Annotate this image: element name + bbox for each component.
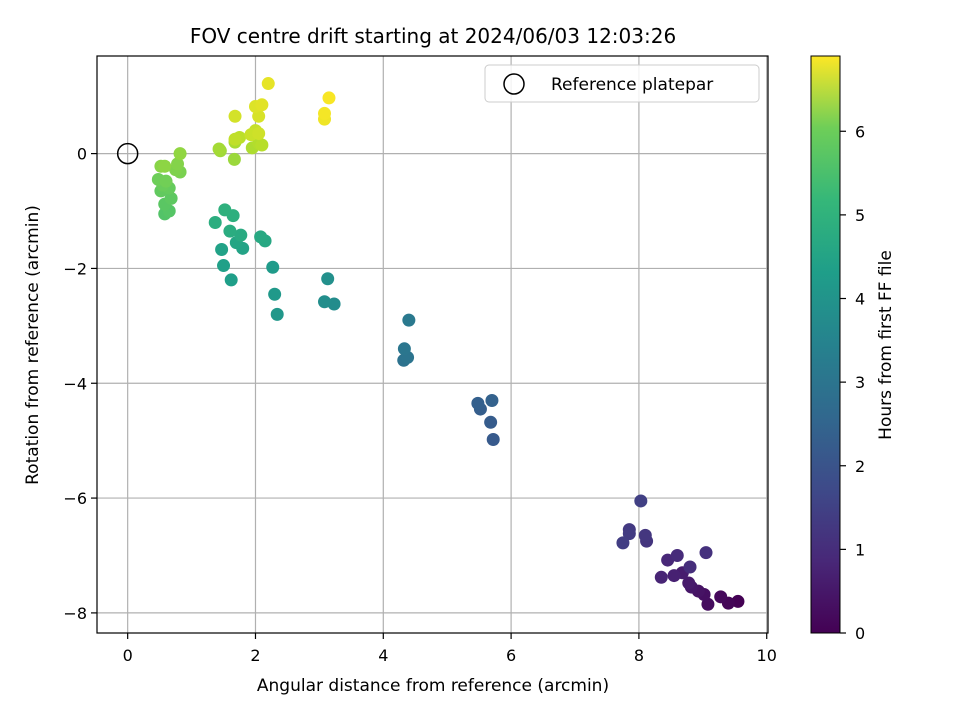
data-point [484,415,498,429]
data-point [318,295,332,309]
data-point [227,152,241,166]
data-point [402,313,416,327]
data-point [228,109,242,123]
data-point [731,594,745,608]
data-point [254,230,268,244]
data-point [218,203,232,217]
data-point [173,147,187,161]
data-point [217,259,231,273]
data-point [234,228,248,242]
data-point [255,98,269,112]
colorbar-tick-label: 3 [855,373,865,392]
colorbar-label: Hours from first FF file [876,250,896,440]
reference-platepar-marker [116,142,139,165]
x-tick-label: 8 [634,646,644,665]
plot-frame [96,55,769,634]
grid-lines [97,56,768,633]
data-point [714,590,728,604]
data-point [266,260,280,274]
data-point [670,548,684,562]
y-axis-ticks: −8 −6 −4 −2 0 [63,145,97,623]
data-point [471,396,485,410]
legend-label: Reference platepar [551,75,713,95]
data-point [159,174,173,188]
x-axis-label: Angular distance from reference (arcmin) [257,676,609,696]
colorbar-tick-label: 2 [855,457,865,476]
colorbar-tick-label: 6 [855,122,865,141]
reference-marker-layer [116,142,139,165]
data-point [321,272,335,286]
data-point [699,546,713,560]
data-point [485,393,499,407]
x-tick-label: 0 [123,646,133,665]
x-tick-label: 4 [378,646,388,665]
data-point [634,494,648,508]
data-point [682,576,696,590]
data-point [158,159,172,173]
data-point [224,273,238,287]
data-point [701,597,715,611]
data-point [486,433,500,447]
y-tick-label: −4 [63,374,87,393]
data-point [667,569,681,583]
data-point [212,142,226,156]
y-axis-label: Rotation from reference (arcmin) [23,205,43,485]
x-tick-label: 10 [757,646,777,665]
data-point [322,91,336,105]
data-point [261,77,275,91]
colorbar-tick-label: 4 [855,290,865,309]
data-point [215,242,229,256]
legend: Reference platepar [484,64,760,103]
data-point [268,287,282,301]
data-point [270,307,284,321]
data-point [616,536,630,550]
chart-title: FOV centre drift starting at 2024/06/03 … [190,24,676,48]
y-tick-label: 0 [77,145,87,164]
data-point [228,132,242,146]
colorbar [810,55,841,634]
data-point [683,560,697,574]
data-point [318,106,332,120]
y-tick-label: −2 [63,259,87,278]
data-points [151,77,745,611]
x-tick-label: 6 [506,646,516,665]
data-point [252,127,266,141]
data-point [255,138,269,152]
data-point [171,157,185,171]
data-point [223,224,237,238]
colorbar-ticks: 0 1 2 3 4 5 6 [840,122,865,643]
data-point [208,215,222,229]
data-point [622,527,636,541]
legend-box [484,64,760,103]
data-point [397,342,411,356]
data-point [164,191,178,205]
x-tick-label: 2 [250,646,260,665]
y-tick-label: −6 [63,489,87,508]
colorbar-tick-label: 0 [855,624,865,643]
data-point [654,570,668,584]
y-tick-label: −8 [63,604,87,623]
legend-reference-marker [503,73,525,95]
colorbar-tick-label: 1 [855,540,865,559]
data-point [252,109,266,123]
x-axis-ticks: 0 2 4 6 8 10 [123,633,777,665]
data-point [638,528,652,542]
colorbar-tick-label: 5 [855,206,865,225]
